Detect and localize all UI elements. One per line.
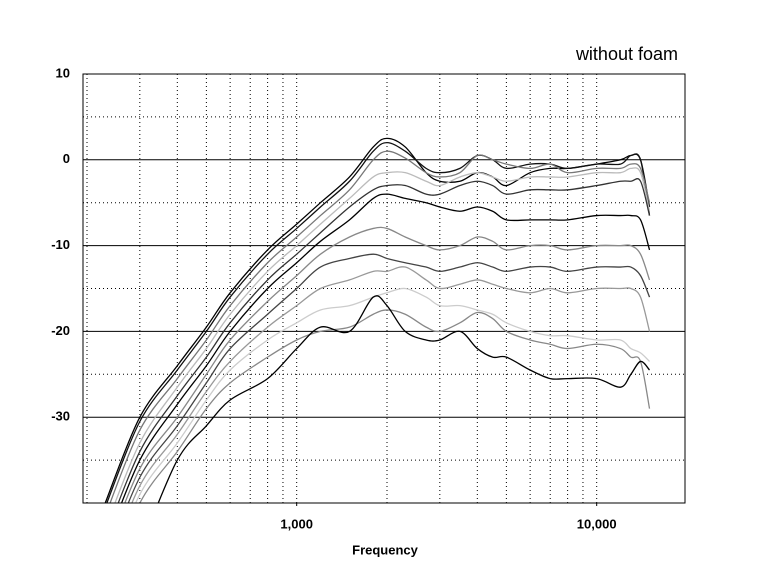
series-line [157, 295, 651, 503]
plot-frame [82, 73, 686, 504]
x-axis-label: Frequency [352, 542, 419, 557]
y-tick-label: 0 [63, 151, 70, 166]
series-line [139, 309, 651, 503]
y-tick-label: -10 [51, 237, 70, 252]
x-tick-label: 10,000 [577, 516, 617, 531]
y-tick-label: -20 [51, 323, 70, 338]
chart-title: without foam [575, 44, 678, 64]
series-line [104, 137, 651, 503]
series-line [109, 150, 651, 503]
series-line [127, 253, 651, 503]
y-tick-label: -30 [51, 409, 70, 424]
series-line [134, 287, 650, 503]
series-line [124, 226, 651, 503]
grid [83, 73, 685, 506]
series-line [120, 193, 651, 503]
series-line [117, 178, 651, 503]
series-line [131, 266, 651, 503]
y-tick-label: 10 [56, 65, 70, 80]
series-line [114, 167, 651, 503]
x-tick-label: 1,000 [280, 516, 313, 531]
lines [104, 137, 651, 503]
series-line [106, 141, 651, 503]
